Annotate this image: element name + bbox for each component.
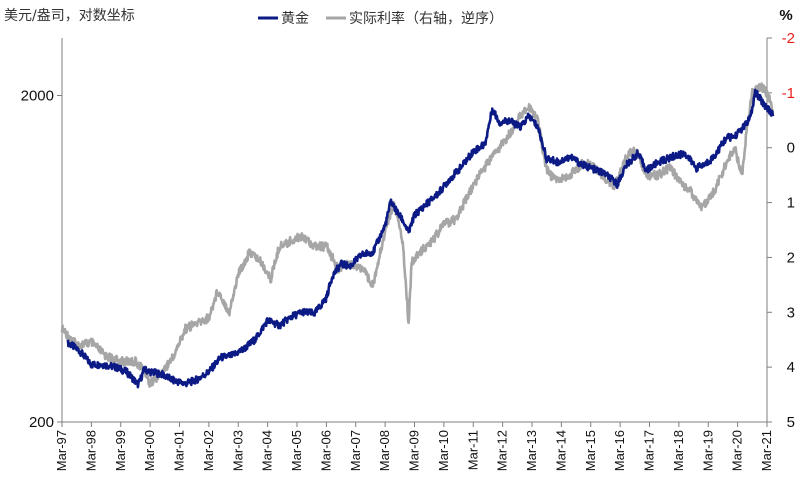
- right-tick-label: -1: [782, 85, 795, 102]
- legend-label-gold: 黄金: [281, 10, 309, 27]
- x-tick-label: Mar-20: [730, 430, 745, 471]
- x-tick-label: Mar-09: [407, 430, 422, 471]
- right-tick-label: -2: [782, 30, 795, 47]
- legend-label-real-rate: 实际利率（右轴，逆序）: [349, 10, 503, 27]
- series-line-gold: [66, 88, 775, 389]
- series-layer: [60, 82, 775, 389]
- right-tick-label: 1: [787, 195, 795, 212]
- x-tick-label: Mar-98: [83, 430, 98, 471]
- x-tick-label: Mar-16: [612, 430, 627, 471]
- right-tick-label: 3: [787, 304, 795, 321]
- right-tick-label: 0: [787, 140, 795, 157]
- left-tick-label: 2000: [21, 87, 54, 104]
- right-tick-label: 4: [787, 359, 795, 376]
- x-tick-label: Mar-19: [700, 430, 715, 471]
- x-tick-label: Mar-10: [436, 430, 451, 471]
- right-axis-label: %: [779, 7, 792, 24]
- right-tick-label: 5: [787, 414, 795, 431]
- left-tick-label: 200: [29, 414, 54, 431]
- x-tick-label: Mar-02: [201, 430, 216, 471]
- x-tick-label: Mar-03: [230, 430, 245, 471]
- x-tick-label: Mar-05: [289, 430, 304, 471]
- x-tick-label: Mar-12: [495, 430, 510, 471]
- x-tick-label: Mar-17: [642, 430, 657, 471]
- x-tick-label: Mar-15: [583, 430, 598, 471]
- x-tick-label: Mar-11: [465, 430, 480, 470]
- x-tick-label: Mar-18: [671, 430, 686, 471]
- x-tick-label: Mar-01: [172, 430, 187, 471]
- x-tick-label: Mar-21: [759, 430, 774, 471]
- x-axis: Mar-97 Mar-98 Mar-99 Mar-00 Mar-01 Mar-02 Mar-…: [54, 421, 774, 471]
- left-axis: 200 2000: [21, 38, 63, 431]
- right-tick-label: 2: [787, 249, 795, 266]
- x-tick-label: Mar-99: [113, 430, 128, 471]
- left-axis-label: 美元/盎司，对数坐标: [4, 8, 135, 24]
- x-tick-label: Mar-06: [318, 430, 333, 471]
- x-tick-label: Mar-04: [260, 430, 275, 471]
- x-tick-label: Mar-13: [524, 430, 539, 471]
- x-tick-label: Mar-00: [142, 430, 157, 471]
- legend: 黄金 实际利率（右轴，逆序）: [258, 10, 503, 27]
- series-line-real-rate: [60, 82, 775, 388]
- x-tick-label: Mar-14: [553, 430, 568, 471]
- x-tick-label: Mar-08: [377, 430, 392, 471]
- right-axis: -2 -1 0 1 2 3 4 5: [766, 30, 795, 431]
- x-tick-label: Mar-07: [348, 430, 363, 471]
- x-tick-label: Mar-97: [54, 430, 69, 471]
